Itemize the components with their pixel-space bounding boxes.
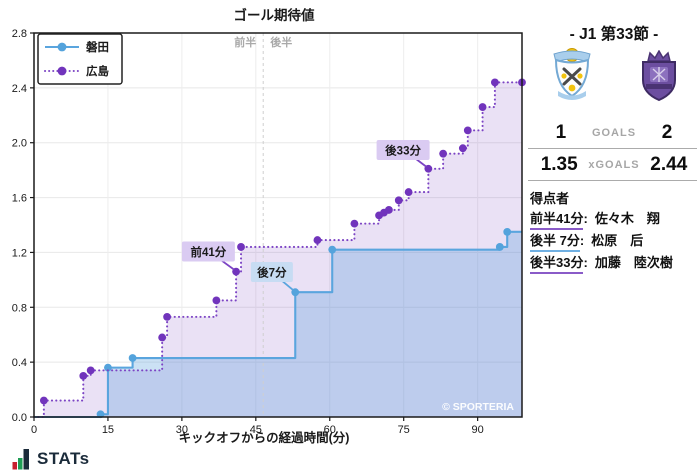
data-point-広島 xyxy=(385,206,393,214)
scorer-colon: : xyxy=(583,255,588,270)
scorer-time: 後半 7分 xyxy=(530,230,580,252)
home-goals: 1 xyxy=(555,122,567,143)
home-xgoals: 1.35 xyxy=(540,154,578,175)
x-tick-label: 75 xyxy=(398,424,410,436)
brand-text: STATs xyxy=(37,449,90,468)
first-half-label: 前半 xyxy=(234,35,256,49)
x-tick-label: 60 xyxy=(324,424,336,436)
team-crests xyxy=(528,46,700,102)
x-tick-label: 0 xyxy=(31,424,37,436)
data-point-磐田 xyxy=(96,410,105,419)
scorer-name: 松原 后 xyxy=(591,233,644,248)
data-point-広島 xyxy=(424,164,433,173)
xgoals-label: xGOALS xyxy=(588,159,640,171)
away-xgoals: 2.44 xyxy=(650,154,688,175)
divider xyxy=(528,180,697,181)
second-half-label: 後半 xyxy=(270,35,292,49)
scorer-time: 後半33分 xyxy=(530,252,584,274)
x-tick-label: 90 xyxy=(472,424,484,436)
stats-bars-icon xyxy=(12,449,29,470)
series-fill-広島 xyxy=(34,82,522,417)
scorer-row: 後半33分: 加藤 陸次樹 xyxy=(530,252,673,274)
data-point-広島 xyxy=(86,366,95,375)
data-point-磐田 xyxy=(503,227,512,236)
goals-row: 1 GOALS 2 xyxy=(530,120,698,146)
y-tick-label: 2.4 xyxy=(12,83,27,95)
legend-marker-磐田 xyxy=(57,42,67,52)
goals-label: GOALS xyxy=(591,127,637,139)
y-tick-label: 1.2 xyxy=(12,247,27,259)
plot-border xyxy=(33,32,523,418)
scorer-colon: : xyxy=(579,233,585,248)
scorer-time: 前半41分 xyxy=(530,208,584,230)
annotation-box xyxy=(376,139,430,160)
data-point-広島 xyxy=(237,243,245,251)
data-point-磐田 xyxy=(495,243,504,251)
data-point-磐田 xyxy=(104,363,112,372)
y-tick-label: 0.0 xyxy=(12,412,27,424)
legend-box xyxy=(37,33,123,85)
x-tick-label: 15 xyxy=(102,424,114,436)
y-tick-label: 2.0 xyxy=(12,138,27,150)
scorers-header: 得点者 xyxy=(530,191,570,206)
scorer-name: 加藤 陸次樹 xyxy=(594,255,673,270)
data-point-広島 xyxy=(404,188,413,196)
match-summary-panel: - J1 第33節 - 1 GOALS xyxy=(528,0,700,448)
annotation-label: 後33分 xyxy=(385,143,421,157)
data-point-広島 xyxy=(212,296,221,305)
data-point-磐田 xyxy=(291,288,300,297)
match-title: - J1 第33節 - xyxy=(569,26,659,43)
data-point-磐田 xyxy=(128,354,137,362)
xgoals-row: 1.35 xGOALS 2.44 xyxy=(530,152,698,178)
iwata-crest-icon xyxy=(553,48,591,100)
data-point-広島 xyxy=(313,236,322,244)
x-axis-label: キックオフからの経過時間(分) xyxy=(179,430,350,445)
annotation-label: 前41分 xyxy=(190,245,226,259)
data-point-広島 xyxy=(463,126,472,135)
data-point-広島 xyxy=(158,333,167,342)
data-point-広島 xyxy=(458,144,467,153)
data-point-広島 xyxy=(490,78,499,87)
scorer-row: 前半41分: 佐々木 翔 xyxy=(530,208,660,230)
data-point-磐田 xyxy=(328,245,337,254)
watermark: © SPORTERIA xyxy=(442,401,514,413)
annotation-label: 後7分 xyxy=(257,266,287,280)
data-point-広島 xyxy=(394,196,403,205)
data-point-広島 xyxy=(478,103,487,111)
y-tick-label: 2.8 xyxy=(12,28,27,40)
divider xyxy=(528,148,697,149)
data-point-広島 xyxy=(232,267,241,276)
scorer-name: 佐々木 翔 xyxy=(594,211,660,226)
sporteria-stats-logo: STATs xyxy=(12,448,90,470)
scorer-row: 後半 7分: 松原 后 xyxy=(530,230,643,252)
data-point-広島 xyxy=(439,149,448,158)
y-tick-label: 0.8 xyxy=(12,302,27,314)
data-point-広島 xyxy=(79,371,88,380)
data-point-広島 xyxy=(350,219,359,228)
x-tick-label: 45 xyxy=(250,424,262,436)
annotation-box xyxy=(250,262,293,283)
away-goals: 2 xyxy=(661,122,673,143)
legend-marker-広島 xyxy=(57,66,67,76)
y-tick-label: 1.6 xyxy=(12,193,27,205)
legend-label-広島: 広島 xyxy=(86,64,109,78)
x-tick-label: 30 xyxy=(176,424,188,436)
y-tick-label: 0.4 xyxy=(12,357,27,369)
legend-label-磐田: 磐田 xyxy=(85,40,109,54)
data-point-広島 xyxy=(163,312,171,321)
hiroshima-crest-icon xyxy=(642,50,676,102)
data-point-広島 xyxy=(39,396,48,405)
chart-title: ゴール期待値 xyxy=(234,7,315,23)
annotation-box xyxy=(181,241,235,262)
scorer-colon: : xyxy=(583,211,588,226)
